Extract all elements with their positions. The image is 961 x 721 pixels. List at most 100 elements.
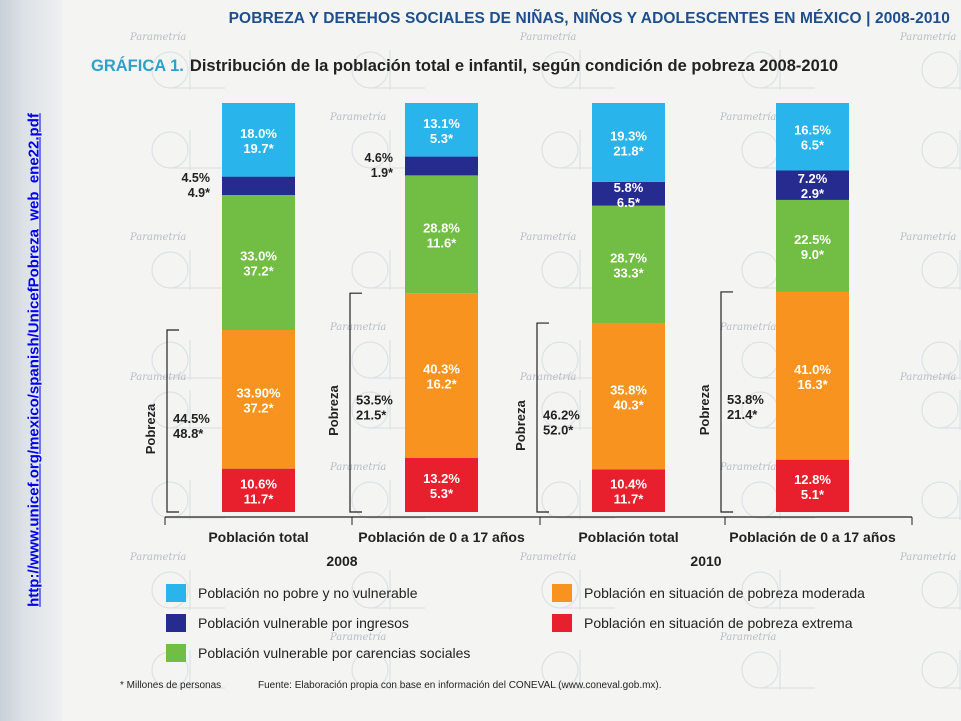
poverty-pct-label: 44.5% bbox=[173, 411, 210, 426]
bar-segment bbox=[592, 103, 665, 182]
x-category-label: Población de 0 a 17 años bbox=[358, 529, 525, 545]
legend-label: Población en situación de pobreza extrem… bbox=[584, 615, 853, 631]
segment-pct-label: 18.0% bbox=[240, 126, 277, 141]
poverty-millions-label: 21.4* bbox=[727, 407, 758, 422]
poverty-bracket bbox=[536, 322, 549, 513]
bar-segment bbox=[405, 458, 478, 512]
poverty-bracket-label: Pobreza bbox=[697, 384, 712, 435]
bar-segment bbox=[405, 293, 478, 459]
bar-segment bbox=[592, 469, 665, 512]
watermark-text: Parametría bbox=[129, 32, 186, 43]
segment-pct-label: 13.2% bbox=[423, 471, 460, 486]
segment-millions-label: 16.3* bbox=[797, 377, 828, 392]
legend-label: Población vulnerable por carencias socia… bbox=[198, 645, 471, 661]
watermark-text: Parametría bbox=[329, 632, 386, 643]
watermark-text: Parametría bbox=[519, 372, 576, 383]
poverty-bracket-label: Pobreza bbox=[326, 385, 341, 436]
watermark-text: Parametría bbox=[129, 372, 186, 383]
watermark-text: Parametría bbox=[719, 112, 776, 123]
year-group-label: 2008 bbox=[326, 553, 357, 569]
poverty-millions-label: 52.0* bbox=[543, 423, 574, 438]
segment-millions-label: 19.7* bbox=[243, 141, 274, 156]
poverty-bracket bbox=[720, 291, 733, 513]
chart-footnote: * Millones de personas bbox=[120, 680, 222, 691]
watermark-text: Parametría bbox=[129, 552, 186, 563]
watermark-text: Parametría bbox=[519, 552, 576, 563]
page-header-title: POBREZA Y DEREHOS SOCIALES DE NIÑAS, NIÑ… bbox=[228, 10, 950, 27]
legend-item: Población vulnerable por carencias socia… bbox=[166, 644, 470, 662]
bar-segment bbox=[222, 176, 295, 196]
segment-pct-label: 41.0% bbox=[794, 362, 831, 377]
watermark-text: Parametría bbox=[719, 462, 776, 473]
poverty-bracket bbox=[166, 329, 179, 513]
legend-swatch bbox=[166, 614, 186, 632]
bar-segment bbox=[592, 181, 665, 206]
bar-segment bbox=[405, 156, 478, 176]
watermark-text: Parametría bbox=[519, 32, 576, 43]
segment-pct-label: 4.6% bbox=[365, 151, 394, 165]
watermark-text: Parametría bbox=[519, 232, 576, 243]
segment-millions-label: 4.9* bbox=[188, 186, 210, 200]
segment-pct-label: 13.1% bbox=[423, 116, 460, 131]
watermark-text: Parametría bbox=[899, 232, 956, 243]
segment-millions-label: 11.7* bbox=[614, 492, 645, 507]
segment-pct-label: 12.8% bbox=[794, 472, 831, 487]
watermark-text: Parametría bbox=[899, 372, 956, 383]
watermark-text: Parametría bbox=[899, 32, 956, 43]
segment-pct-label: 33.90% bbox=[236, 385, 281, 400]
legend-swatch bbox=[552, 614, 572, 632]
segment-millions-label: 2.9* bbox=[801, 186, 825, 201]
poverty-millions-label: 48.8* bbox=[173, 426, 204, 441]
watermark-text: Parametría bbox=[129, 232, 186, 243]
segment-millions-label: 5.3* bbox=[430, 131, 454, 146]
figure-title: GRÁFICA 1. Distribución de la población t… bbox=[91, 57, 838, 76]
segment-pct-label: 40.3% bbox=[423, 362, 460, 377]
poverty-pct-label: 53.8% bbox=[727, 392, 764, 407]
segment-millions-label: 6.5* bbox=[801, 138, 825, 153]
bar-segment bbox=[222, 329, 295, 469]
segment-pct-label: 4.5% bbox=[182, 171, 211, 185]
segment-millions-label: 9.0* bbox=[801, 247, 825, 262]
bar-segment bbox=[776, 199, 849, 292]
watermark-circle bbox=[921, 651, 959, 689]
segment-pct-label: 28.8% bbox=[423, 220, 460, 235]
segment-millions-label: 16.2* bbox=[426, 377, 457, 392]
watermark-text: Parametría bbox=[719, 322, 776, 333]
legend-item: Población no pobre y no vulnerable bbox=[166, 584, 418, 602]
bar-segment bbox=[776, 103, 849, 171]
segment-millions-label: 33.3* bbox=[613, 265, 644, 280]
watermark-text: Parametría bbox=[329, 322, 386, 333]
bar-segment bbox=[776, 291, 849, 460]
stacked-bar-chart: 10.6%11.7*33.90%37.2*33.0%37.2*4.5%4.9*1… bbox=[143, 103, 913, 569]
bar-segment bbox=[222, 195, 295, 330]
segment-pct-label: 5.8% bbox=[614, 180, 644, 195]
segment-pct-label: 35.8% bbox=[610, 382, 647, 397]
x-category-label: Población de 0 a 17 años bbox=[729, 529, 896, 545]
segment-pct-label: 19.3% bbox=[610, 128, 647, 143]
x-category-label: Población total bbox=[208, 529, 308, 545]
poverty-pct-label: 46.2% bbox=[543, 408, 580, 423]
poverty-millions-label: 21.5* bbox=[356, 408, 387, 423]
segment-pct-label: 22.5% bbox=[794, 232, 831, 247]
chart-legend: Población no pobre y no vulnerable Poblac… bbox=[166, 584, 926, 668]
segment-millions-label: 1.9* bbox=[371, 166, 393, 180]
watermark-text: Parametría bbox=[329, 112, 386, 123]
legend-label: Población no pobre y no vulnerable bbox=[198, 585, 418, 601]
segment-millions-label: 6.5* bbox=[617, 195, 641, 210]
bar-segment bbox=[222, 468, 295, 512]
poverty-bracket bbox=[349, 292, 362, 513]
segment-pct-label: 10.6% bbox=[240, 476, 277, 491]
legend-swatch bbox=[166, 584, 186, 602]
watermark-text: Parametría bbox=[719, 632, 776, 643]
segment-millions-label: 40.3* bbox=[613, 397, 644, 412]
legend-swatch bbox=[552, 584, 572, 602]
year-group-label: 2010 bbox=[690, 553, 721, 569]
segment-millions-label: 21.8* bbox=[613, 143, 644, 158]
figure-caption: Distribución de la población total e inf… bbox=[189, 57, 839, 75]
segment-pct-label: 33.0% bbox=[240, 249, 277, 264]
bar-segment bbox=[592, 323, 665, 470]
watermark-text: Parametría bbox=[329, 462, 386, 473]
legend-swatch bbox=[166, 644, 186, 662]
bar-segment bbox=[776, 170, 849, 200]
